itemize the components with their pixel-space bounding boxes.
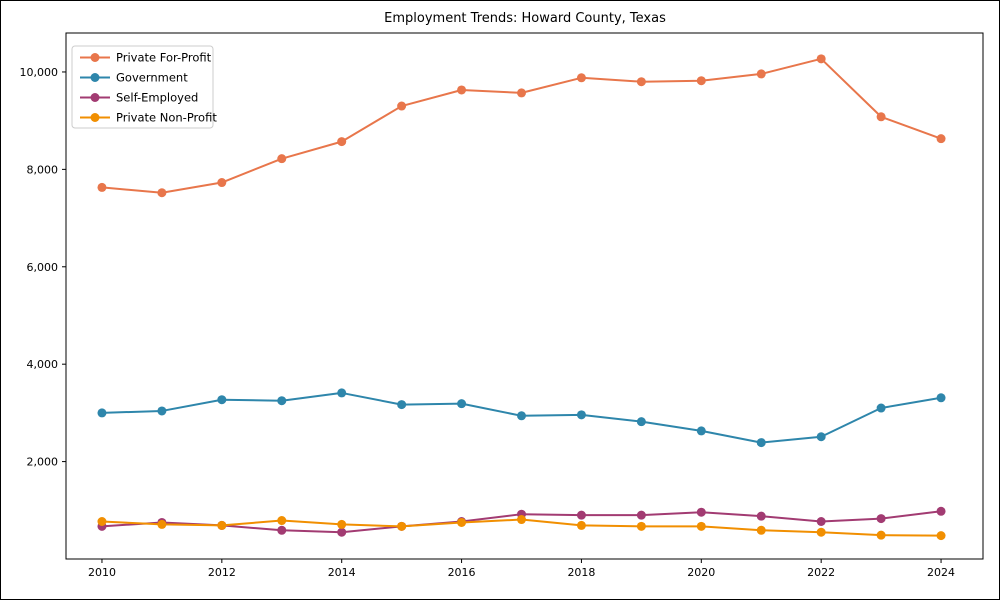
data-point-private-non-profit-2012: [217, 520, 227, 530]
legend-item-private-for-profit: Private For-Profit: [80, 51, 212, 65]
data-point-government-2011: [157, 406, 167, 416]
data-point-private-for-profit-2019: [636, 77, 646, 87]
data-point-self-employed-2021: [756, 511, 766, 521]
legend-label-private-for-profit: Private For-Profit: [116, 51, 212, 65]
legend-label-self-employed: Self-Employed: [116, 91, 198, 105]
data-point-government-2024: [936, 393, 946, 403]
data-point-government-2014: [337, 388, 347, 398]
legend-item-self-employed: Self-Employed: [80, 91, 198, 105]
x-tick-label: 2012: [208, 566, 236, 579]
data-point-self-employed-2018: [576, 510, 586, 520]
data-point-private-non-profit-2022: [816, 527, 826, 537]
legend-item-private-non-profit: Private Non-Profit: [80, 111, 217, 125]
data-point-self-employed-2020: [696, 507, 706, 517]
legend-box: [71, 45, 214, 129]
legend-marker-government: [90, 73, 100, 82]
legend-item-government: Government: [80, 71, 188, 85]
x-tick-label: 2016: [448, 566, 476, 579]
data-point-private-for-profit-2023: [876, 112, 886, 122]
x-tick-label: 2018: [567, 566, 595, 579]
data-point-private-non-profit-2021: [756, 525, 766, 535]
data-point-private-for-profit-2022: [816, 54, 826, 64]
data-point-private-for-profit-2020: [696, 76, 706, 86]
data-point-private-for-profit-2014: [337, 137, 347, 147]
data-point-government-2016: [457, 399, 467, 409]
data-point-self-employed-2024: [936, 506, 946, 516]
legend-label-government: Government: [116, 71, 188, 85]
data-point-private-non-profit-2016: [457, 517, 467, 527]
data-point-private-for-profit-2024: [936, 134, 946, 144]
data-point-private-for-profit-2013: [277, 154, 287, 164]
data-point-government-2020: [696, 426, 706, 436]
data-point-private-non-profit-2019: [636, 521, 646, 531]
data-point-self-employed-2023: [876, 514, 886, 524]
legend: Private For-Profit Government Self-Employe…: [71, 45, 217, 129]
data-point-government-2021: [756, 438, 766, 448]
data-point-private-non-profit-2017: [517, 515, 527, 525]
data-point-government-2023: [876, 403, 886, 413]
x-tick-label: 2024: [927, 566, 955, 579]
data-point-private-for-profit-2012: [217, 178, 227, 188]
data-point-private-non-profit-2024: [936, 531, 946, 541]
data-point-government-2010: [97, 408, 107, 418]
data-point-private-non-profit-2020: [696, 521, 706, 531]
x-tick-label: 2010: [88, 566, 116, 579]
data-point-government-2018: [576, 410, 586, 420]
legend-marker-self-employed: [90, 93, 100, 102]
data-point-private-non-profit-2011: [157, 519, 167, 529]
data-point-self-employed-2019: [636, 510, 646, 520]
legend-marker-private-for-profit: [90, 53, 100, 62]
data-point-government-2017: [517, 411, 527, 421]
data-point-private-for-profit-2011: [157, 188, 167, 198]
x-tick-label: 2014: [328, 566, 356, 579]
x-tick-label: 2020: [687, 566, 715, 579]
data-point-self-employed-2013: [277, 525, 287, 535]
data-point-private-non-profit-2014: [337, 519, 347, 529]
legend-label-private-non-profit: Private Non-Profit: [116, 111, 217, 125]
chart-title: Employment Trends: Howard County, Texas: [384, 11, 666, 26]
y-tick-label: 8,000: [27, 163, 59, 176]
series-line-private-for-profit: [101, 57, 942, 194]
data-point-private-non-profit-2023: [876, 530, 886, 540]
plot-area: [65, 32, 984, 560]
data-point-private-for-profit-2017: [517, 88, 527, 98]
y-tick-label: 2,000: [27, 456, 59, 469]
data-point-private-for-profit-2018: [576, 73, 586, 83]
data-point-private-for-profit-2016: [457, 85, 467, 95]
data-point-government-2019: [636, 417, 646, 427]
data-point-self-employed-2022: [816, 516, 826, 526]
data-point-government-2012: [217, 395, 227, 405]
data-point-private-for-profit-2021: [756, 69, 766, 79]
data-point-private-non-profit-2015: [397, 521, 407, 531]
data-point-private-non-profit-2013: [277, 516, 287, 526]
data-point-private-for-profit-2010: [97, 182, 107, 192]
x-tick-label: 2022: [807, 566, 835, 579]
data-point-government-2015: [397, 400, 407, 410]
legend-marker-private-non-profit: [90, 113, 100, 122]
data-point-private-non-profit-2010: [97, 516, 107, 526]
y-tick-label: 10,000: [20, 66, 59, 79]
data-point-government-2013: [277, 396, 287, 406]
data-point-government-2022: [816, 432, 826, 442]
y-tick-label: 6,000: [27, 261, 59, 274]
data-point-private-for-profit-2015: [397, 101, 407, 111]
data-point-self-employed-2014: [337, 527, 347, 537]
data-point-private-non-profit-2018: [576, 520, 586, 530]
y-tick-label: 4,000: [27, 358, 59, 371]
